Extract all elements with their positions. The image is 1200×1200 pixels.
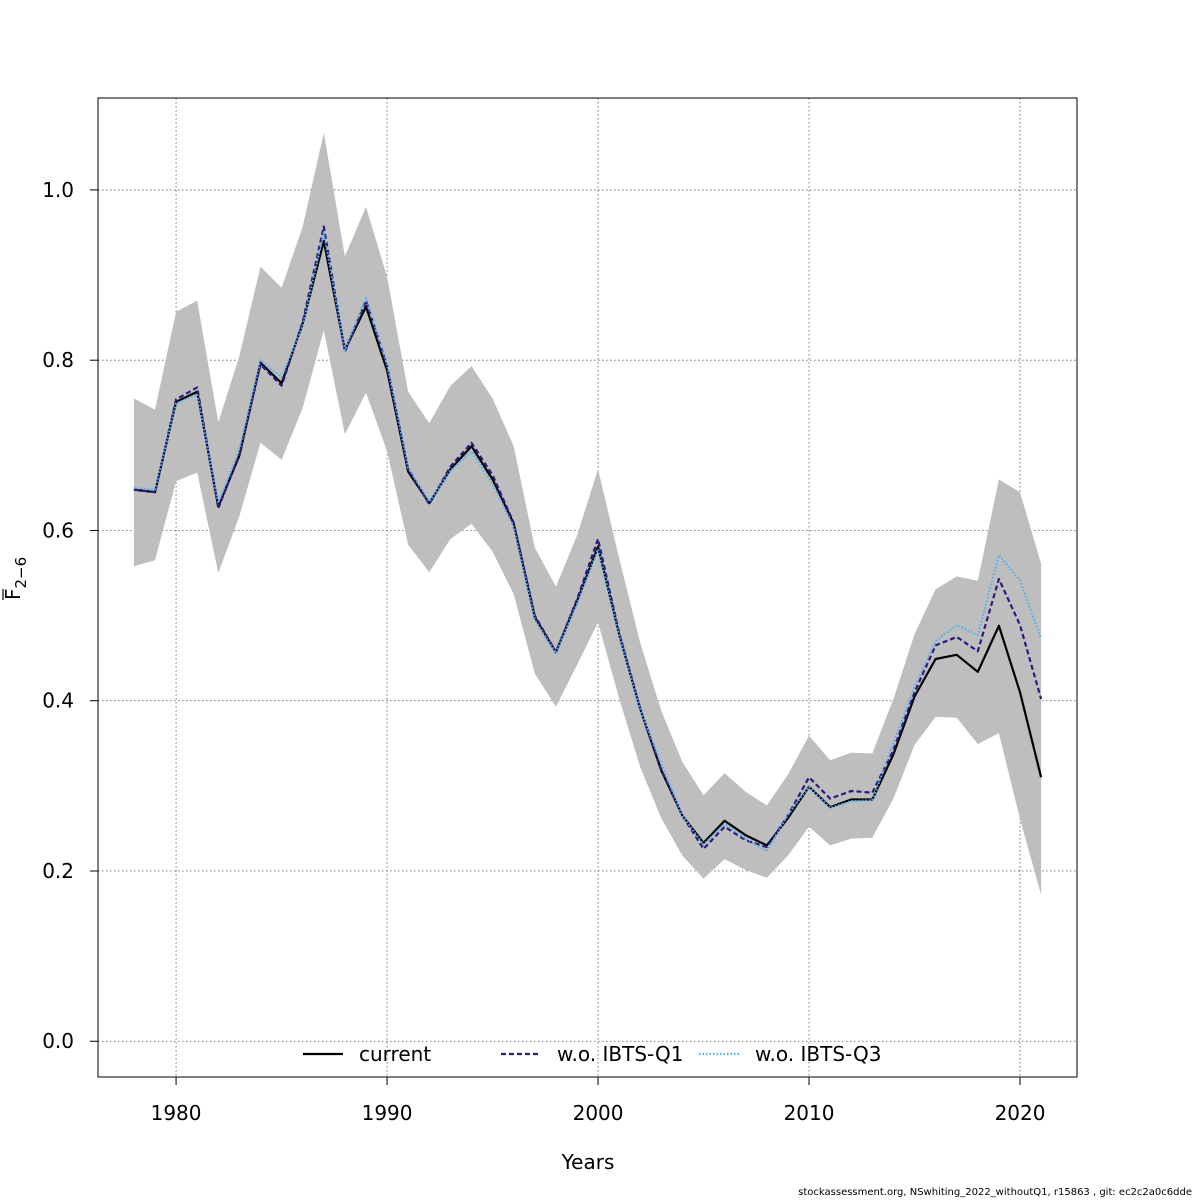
x-tick-label: 2010 [784, 1101, 835, 1125]
y-axis-title: F2−6 [1, 557, 30, 600]
svg-text:F2−6: F2−6 [1, 557, 30, 600]
confidence-band-area [133, 132, 1042, 895]
confidence-band [133, 132, 1042, 895]
x-tick-label: 2020 [995, 1101, 1046, 1125]
x-tick-label: 1980 [151, 1101, 202, 1125]
legend: current w.o. IBTS-Q1 w.o. IBTS-Q3 [303, 1042, 881, 1066]
footer-credit: stockassessment.org, NSwhiting_2022_with… [798, 1187, 1192, 1198]
y-tick-label: 0.4 [42, 689, 74, 713]
y-axis-title-subscript: 2−6 [12, 557, 30, 589]
y-tick-label: 0.6 [42, 518, 74, 542]
legend-label-0: current [359, 1042, 431, 1066]
y-tick-label: 0.8 [42, 348, 74, 372]
x-axis-title: Years [561, 1150, 615, 1174]
y-axis-title-main: F [1, 588, 25, 600]
y-tick-label: 0.2 [42, 859, 74, 883]
x-tick-label: 2000 [573, 1101, 624, 1125]
x-axis: 1980 1990 2000 2010 2020 [151, 1077, 1046, 1125]
legend-label-2: w.o. IBTS-Q3 [755, 1042, 881, 1066]
y-tick-label: 0.0 [42, 1029, 74, 1053]
y-axis: 0.0 0.2 0.4 0.6 0.8 1.0 [42, 178, 98, 1053]
series-line-2 [133, 231, 1043, 853]
x-tick-label: 1990 [362, 1101, 413, 1125]
plot-frame [97, 97, 1078, 1078]
legend-label-1: w.o. IBTS-Q1 [557, 1042, 683, 1066]
series-lines [133, 225, 1043, 853]
y-tick-label: 1.0 [42, 178, 74, 202]
